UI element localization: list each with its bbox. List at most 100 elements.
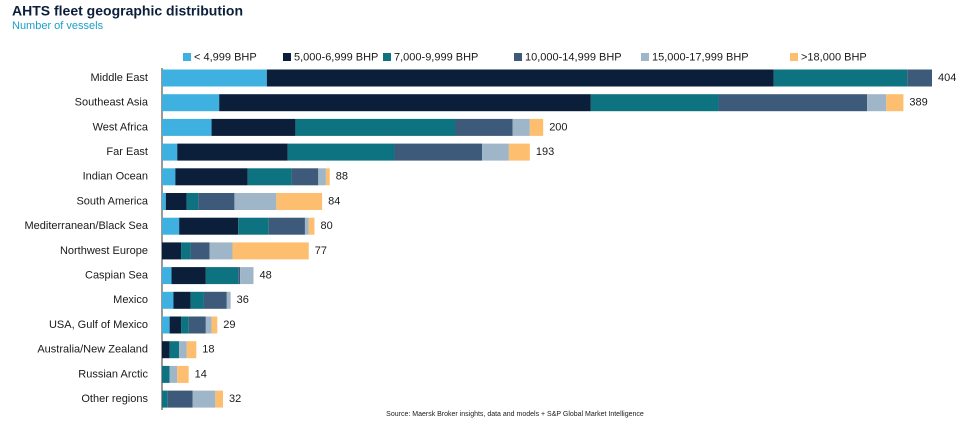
- legend-label: >18,000 BHP: [801, 51, 867, 63]
- legend-label: 15,000-17,999 BHP: [652, 51, 749, 63]
- bar-segment: [173, 291, 191, 309]
- category-label: Mexico: [113, 294, 148, 306]
- category-label: USA, Gulf of Mexico: [49, 319, 148, 331]
- bar-segment: [181, 316, 189, 334]
- bar-segment: [276, 193, 323, 210]
- bar-segment: [162, 365, 170, 383]
- bar-segment: [455, 118, 513, 136]
- category-label: West Africa: [93, 121, 149, 133]
- bar-segment: [211, 316, 218, 334]
- chart-subtitle: Number of vessels: [12, 20, 104, 32]
- total-label: 88: [336, 171, 348, 183]
- bar-segment: [266, 69, 774, 87]
- source-note: Source: Maersk Broker insights, data and…: [386, 411, 644, 418]
- bar-segment: [190, 242, 210, 260]
- bar-segment: [162, 118, 212, 136]
- bar-segment: [179, 341, 187, 359]
- bar-segment: [226, 291, 231, 309]
- legend-label: < 4,999 BHP: [194, 51, 257, 63]
- category-label: South America: [76, 195, 148, 207]
- bar-segment: [308, 217, 315, 235]
- bar-segment: [482, 143, 509, 161]
- bar-segment: [205, 267, 239, 285]
- bar-segment: [162, 242, 182, 260]
- legend-swatch: [790, 53, 798, 61]
- bar-segment: [171, 267, 206, 285]
- category-label: Mediterranean/Black Sea: [24, 220, 148, 232]
- bar-segment: [186, 193, 199, 210]
- bar-segment: [512, 118, 530, 136]
- total-label: 48: [259, 270, 271, 282]
- legend-swatch: [514, 53, 522, 61]
- legend-label: 7,000-9,999 BHP: [394, 51, 478, 63]
- bar-segment: [268, 217, 305, 235]
- bar-segment: [179, 217, 239, 235]
- bar-segment: [198, 193, 235, 210]
- total-label: 193: [536, 146, 554, 158]
- chart-title: AHTS fleet geographic distribution: [12, 3, 243, 19]
- bar-segment: [167, 390, 193, 408]
- category-label: Middle East: [91, 72, 148, 84]
- bar-segment: [162, 267, 172, 285]
- bar-segment: [529, 118, 544, 136]
- bar-segment: [238, 217, 269, 235]
- bar-segment: [394, 143, 483, 161]
- total-label: 29: [223, 319, 235, 331]
- category-label: Northwest Europe: [60, 245, 148, 257]
- total-label: 36: [237, 294, 249, 306]
- bar-segment: [190, 291, 204, 309]
- bar-segment: [162, 316, 170, 334]
- category-label: Russian Arctic: [78, 368, 148, 380]
- total-label: 200: [549, 121, 567, 133]
- bar-segment: [238, 267, 241, 285]
- category-label: Caspian Sea: [85, 270, 149, 282]
- legend-swatch: [283, 53, 291, 61]
- total-label: 14: [195, 368, 207, 380]
- bar-segment: [162, 341, 170, 359]
- bar-segment: [247, 168, 292, 186]
- bar-segment: [162, 143, 178, 161]
- legend-swatch: [641, 53, 649, 61]
- bar-segment: [169, 316, 182, 334]
- bar-segment: [219, 94, 591, 112]
- bar-segment: [162, 291, 174, 309]
- category-label: Southeast Asia: [75, 97, 149, 109]
- total-label: 80: [320, 220, 332, 232]
- bar-segment: [203, 291, 227, 309]
- category-label: Other regions: [81, 393, 148, 405]
- legend-swatch: [383, 53, 391, 61]
- total-label: 404: [938, 72, 956, 84]
- bar-segment: [186, 341, 197, 359]
- category-label: Australia/New Zealand: [37, 344, 148, 356]
- bar-segment: [209, 242, 233, 260]
- total-label: 32: [229, 393, 241, 405]
- bar-segment: [162, 390, 168, 408]
- bar-segment: [162, 217, 180, 235]
- bar-segment: [318, 168, 326, 186]
- category-label: Indian Ocean: [83, 171, 148, 183]
- bar-segment: [162, 69, 267, 87]
- bar-segment: [304, 217, 309, 235]
- bar-segment: [907, 69, 932, 87]
- bar-segment: [240, 267, 254, 285]
- bar-segment: [215, 390, 223, 408]
- bar-segment: [718, 94, 868, 112]
- total-label: 389: [909, 97, 927, 109]
- category-label: Far East: [106, 146, 148, 158]
- bar-segment: [192, 390, 216, 408]
- bar-segment: [169, 341, 180, 359]
- bar-segment: [590, 94, 719, 112]
- legend-label: 10,000-14,999 BHP: [525, 51, 622, 63]
- legend-label: 5,000-6,999 BHP: [294, 51, 378, 63]
- bar-segment: [162, 94, 220, 112]
- bar-segment: [162, 193, 166, 210]
- legend-swatch: [183, 53, 191, 61]
- bar-segment: [295, 118, 456, 136]
- bar-segment: [291, 168, 319, 186]
- bar-segment: [325, 168, 330, 186]
- total-label: 84: [328, 195, 340, 207]
- bar-segment: [175, 168, 248, 186]
- bar-segment: [177, 365, 189, 383]
- total-label: 77: [315, 245, 327, 257]
